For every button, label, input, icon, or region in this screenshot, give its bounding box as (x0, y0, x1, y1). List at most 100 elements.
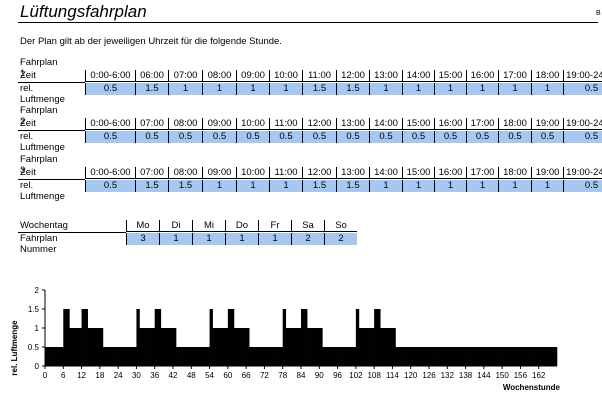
hour-bar (285, 328, 290, 366)
hour-bar (255, 347, 259, 366)
hour-bar (203, 347, 207, 366)
hour-bar (145, 328, 149, 366)
column-marker: B (596, 10, 601, 17)
value-cell: 0.5 (466, 131, 498, 143)
x-tick-label: 42 (169, 371, 178, 380)
hour-bar (102, 347, 107, 366)
hour-bar (486, 347, 491, 366)
hour-bar (389, 328, 393, 366)
hour-bar (160, 328, 165, 366)
x-tick-label: 126 (422, 371, 436, 380)
time-cell: 11:00 (269, 167, 302, 179)
value-cell: 1 (269, 180, 302, 192)
hour-bar (237, 328, 241, 366)
chart-area (45, 309, 558, 366)
hour-bar (173, 328, 177, 366)
hour-bar (465, 347, 469, 366)
hour-bar (459, 347, 463, 366)
value-cell: 1 (202, 83, 236, 95)
hour-bar (413, 347, 418, 366)
hour-bar (313, 328, 317, 366)
amount-label: rel. Luftmenge (20, 131, 65, 153)
hour-bar (99, 328, 104, 366)
time-cell: 0:00-6:00 (85, 70, 135, 82)
hour-bar (45, 347, 49, 366)
hour-bar (410, 347, 415, 366)
time-cell: 19:00 (531, 167, 563, 179)
x-tick-label: 120 (404, 371, 418, 380)
value-cell: 0.5 (85, 180, 135, 192)
hour-bar (514, 347, 518, 366)
hour-bar (301, 309, 305, 366)
hour-bar (407, 347, 412, 366)
value-cell: 1.5 (168, 180, 202, 192)
time-cell: 10:00 (236, 167, 269, 179)
time-cell: 06:00 (135, 70, 168, 82)
hour-bar (429, 347, 433, 366)
plan-number-cell: 2 (324, 233, 357, 245)
time-cell: 12:00 (302, 118, 336, 130)
value-cell: 1.5 (302, 180, 336, 192)
hour-bar (87, 328, 92, 366)
time-cell: 09:00 (202, 118, 236, 130)
hour-bar (422, 347, 427, 366)
x-tick-label: 72 (260, 371, 269, 380)
value-cell: 0.5 (563, 83, 602, 95)
hour-bar (374, 309, 378, 366)
hour-bar (121, 347, 125, 366)
hour-bar (438, 347, 442, 366)
hour-bar (78, 328, 82, 366)
time-row: 0:00-6:00 07:00 08:00 09:00 10:00 11:00 12:00 1… (85, 167, 602, 179)
hour-bar (72, 328, 76, 366)
hour-bar (163, 328, 168, 366)
hour-bar (474, 347, 479, 366)
label-rule (18, 82, 85, 83)
hour-bar (279, 347, 284, 366)
x-tick-label: 78 (278, 371, 287, 380)
plan-number-label: Fahrplan Nummer (20, 233, 58, 255)
hour-bar (124, 347, 128, 366)
hour-bar (142, 328, 146, 366)
hour-bar (349, 347, 354, 366)
value-cell: 0.5 (135, 131, 168, 143)
hour-bar (547, 347, 552, 366)
value-cell: 1 (202, 180, 236, 192)
plan-number-cell: 1 (159, 233, 192, 245)
time-cell: 11:00 (269, 118, 302, 130)
hour-bar (544, 347, 549, 366)
x-tick-label: 84 (297, 371, 306, 380)
hour-bar (499, 347, 503, 366)
x-tick-label: 156 (514, 371, 528, 380)
hour-bar (307, 328, 311, 366)
hour-bar (456, 347, 460, 366)
hour-bar (246, 328, 250, 366)
hour-bar (441, 347, 445, 366)
value-cell: 1 (369, 180, 402, 192)
value-cell: 1 (434, 83, 466, 95)
hour-bar (273, 347, 277, 366)
hour-bar (179, 347, 183, 366)
value-cell: 0.5 (369, 131, 402, 143)
hour-bar (325, 347, 329, 366)
x-tick-label: 138 (459, 371, 473, 380)
x-tick-label: 150 (495, 371, 509, 380)
x-tick-label: 6 (61, 371, 66, 380)
time-cell: 07:00 (135, 167, 168, 179)
hour-bar (550, 347, 555, 366)
time-cell: 17:00 (498, 70, 531, 82)
hour-bar (432, 347, 436, 366)
hour-bar (468, 347, 472, 366)
hour-bar (508, 347, 512, 366)
hour-bar (185, 347, 189, 366)
time-cell: 09:00 (236, 70, 269, 82)
hour-bar (75, 328, 79, 366)
hour-bar (115, 347, 119, 366)
hour-bar (361, 328, 366, 366)
hour-bar (227, 309, 232, 366)
hour-bar (386, 328, 390, 366)
schedule-title: Fahrplan 1 (20, 57, 58, 79)
plan-number-cell: 3 (126, 233, 159, 245)
hour-bar (483, 347, 488, 366)
time-cell: 13:00 (336, 118, 369, 130)
